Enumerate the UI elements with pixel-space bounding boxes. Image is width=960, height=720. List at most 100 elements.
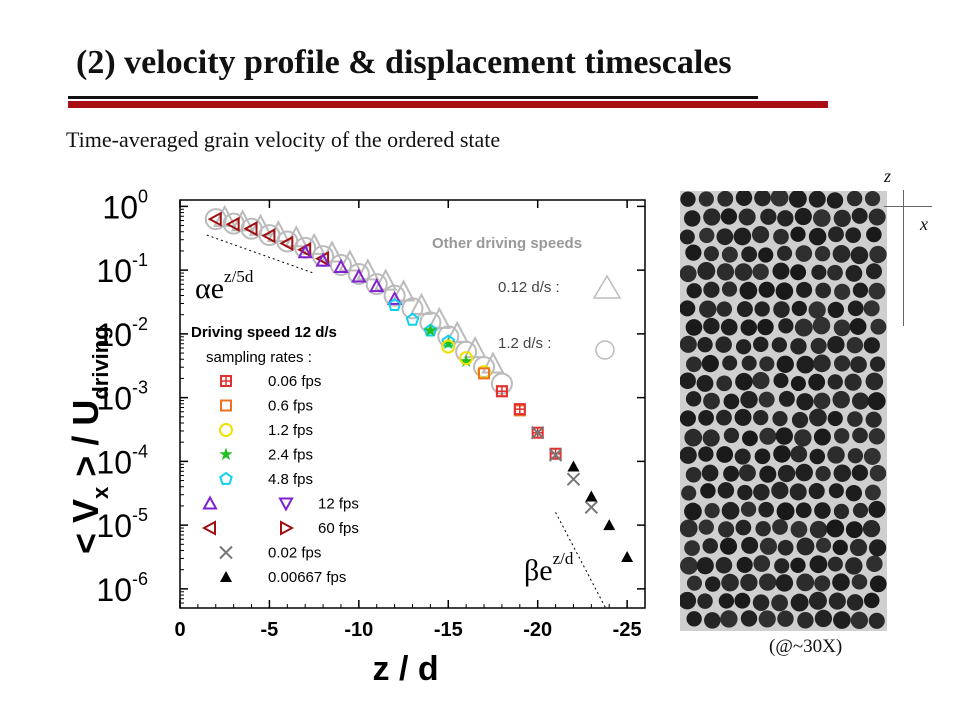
grain-particle <box>720 208 738 225</box>
grain-particle <box>680 556 698 575</box>
grain-particle <box>866 226 882 243</box>
grain-particle <box>697 336 713 353</box>
legend-main-marker <box>219 447 233 461</box>
grain-particle <box>808 482 825 500</box>
grain-particle <box>851 392 870 410</box>
grain-particle <box>790 593 809 612</box>
data-point <box>225 216 240 232</box>
grain-particle <box>811 264 827 280</box>
grain-particle <box>832 573 850 592</box>
grain-particle <box>789 483 807 501</box>
grain-particle <box>846 191 863 207</box>
grain-particle <box>776 355 794 373</box>
grain-particle <box>827 410 843 427</box>
grain-particle <box>833 428 850 444</box>
grain-particle <box>809 448 826 465</box>
grain-particle <box>808 227 827 246</box>
grain-particle <box>851 207 868 224</box>
grain-particle <box>814 502 831 519</box>
grain-particle <box>686 575 702 591</box>
legend-main-label: 0.00667 fps <box>268 569 346 586</box>
data-point <box>423 323 437 337</box>
title-underline-black <box>68 96 758 99</box>
grain-particle <box>796 393 814 411</box>
grain-particle <box>681 485 697 501</box>
grain-particle <box>758 281 775 298</box>
grain-particle <box>827 556 843 572</box>
grain-particle <box>742 430 758 447</box>
data-point <box>213 204 237 227</box>
data-point <box>585 490 598 502</box>
y-tick-label: 10-1 <box>96 250 148 289</box>
data-point <box>248 213 273 236</box>
legend-main-marker <box>219 545 233 560</box>
grain-particle <box>845 227 862 244</box>
grain-particle <box>772 262 790 280</box>
grain-particle <box>828 483 844 499</box>
grain-particle <box>758 610 776 628</box>
legend-other-label: 1.2 d/s : <box>498 335 551 352</box>
axis-x-label: x <box>920 214 928 234</box>
legend-main-label: 0.6 fps <box>268 398 313 415</box>
grain-particle <box>758 501 774 518</box>
grain-particle <box>808 373 826 391</box>
grain-particle <box>699 300 717 318</box>
data-point <box>315 252 331 267</box>
grain-particle <box>703 281 720 298</box>
data-point <box>445 320 469 343</box>
grain-particle <box>794 207 812 226</box>
grain-particle <box>716 228 734 246</box>
grain-particle <box>698 519 714 535</box>
data-point <box>297 244 313 259</box>
data-point <box>423 323 438 337</box>
grain-particle <box>813 428 831 446</box>
grain-particle <box>696 557 714 575</box>
data-point <box>548 448 563 462</box>
grain-particle <box>721 573 739 592</box>
magnification-caption: (@~30X) <box>769 636 843 657</box>
grain-particle <box>810 337 827 354</box>
data-point <box>243 221 258 237</box>
grain-particle <box>716 446 734 463</box>
grain-particle <box>772 411 788 427</box>
legend-main-marker-b <box>278 497 294 512</box>
grain-particle <box>680 335 697 353</box>
x-tick-label: -10 <box>344 619 373 641</box>
grain-particle <box>869 356 886 372</box>
grain-particle <box>869 465 887 482</box>
legend-main-marker <box>220 571 232 582</box>
grain-particle <box>849 318 867 335</box>
data-point <box>374 268 398 291</box>
annotation-beta: βez/d <box>524 549 574 587</box>
grain-particle <box>685 391 702 407</box>
grain-particle <box>845 557 863 575</box>
grain-particle <box>740 573 758 592</box>
grain-particle <box>849 538 868 557</box>
data-point <box>584 500 599 514</box>
grain-particle <box>834 355 851 372</box>
data-point <box>365 273 388 296</box>
slide-subtitle: Time-averaged grain velocity of the orde… <box>66 127 501 152</box>
grain-particle <box>718 521 735 538</box>
grain-particle <box>833 464 852 482</box>
grain-particle <box>684 210 701 227</box>
grain-particle <box>827 446 845 464</box>
data-point <box>230 209 255 232</box>
fit-line-alpha <box>206 234 315 274</box>
axis-x-line <box>884 206 932 207</box>
grain-micrograph-image <box>680 191 887 631</box>
legend-main-label: 0.02 fps <box>268 545 321 562</box>
grain-particle <box>850 356 867 373</box>
grain-particle <box>852 282 869 298</box>
grain-particle <box>759 573 777 591</box>
grain-particle <box>752 263 769 281</box>
grain-particle <box>832 245 851 263</box>
data-point <box>329 254 352 277</box>
grain-particle <box>759 465 777 483</box>
data-point <box>261 228 276 244</box>
grain-particle <box>740 610 758 627</box>
slide-title: (2) velocity profile & displacement time… <box>76 44 732 81</box>
data-point <box>566 472 581 486</box>
grain-particle <box>755 521 771 537</box>
grain-particle <box>685 467 702 483</box>
